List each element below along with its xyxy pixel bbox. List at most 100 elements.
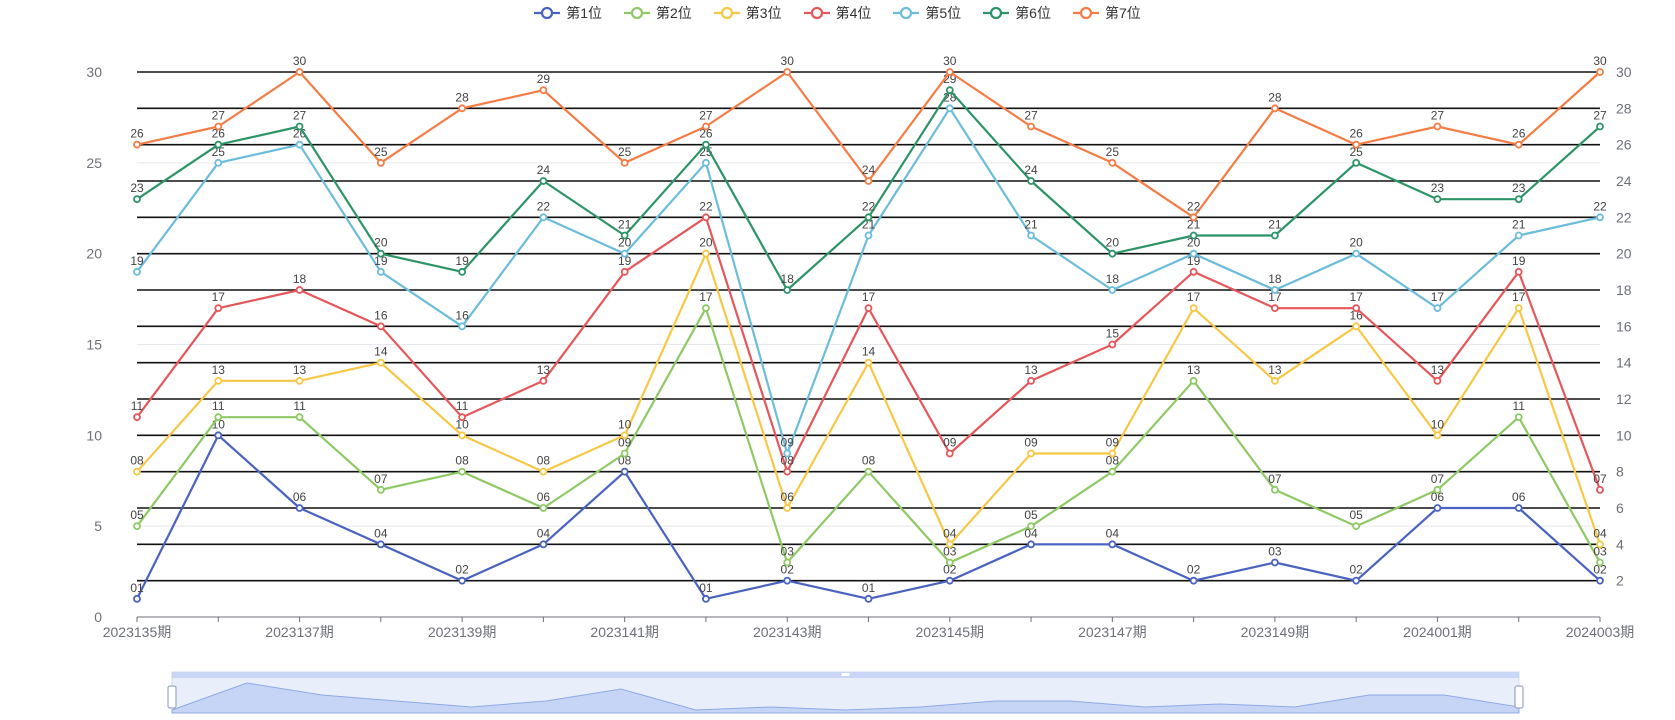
data-point bbox=[783, 467, 792, 476]
data-point bbox=[620, 431, 629, 440]
data-label: 01 bbox=[130, 581, 144, 595]
chart-legend: 第1位 第2位 第3位 第4位 第5位 第6位 第7位 bbox=[0, 3, 1675, 23]
legend-item-5[interactable]: 第5位 bbox=[893, 3, 961, 23]
data-label: 13 bbox=[212, 363, 226, 377]
y-right-tick-label: 18 bbox=[1616, 282, 1632, 298]
data-label: 01 bbox=[699, 581, 713, 595]
slider-overview-area bbox=[171, 682, 1520, 714]
data-label: 11 bbox=[1512, 399, 1525, 413]
data-label: 23 bbox=[1431, 181, 1445, 195]
data-point bbox=[1433, 304, 1442, 313]
y-left-tick-label: 15 bbox=[86, 337, 102, 353]
y-left-tick-label: 5 bbox=[94, 518, 102, 534]
legend-item-2[interactable]: 第2位 bbox=[624, 3, 692, 23]
data-label: 26 bbox=[1512, 127, 1526, 141]
data-point bbox=[702, 158, 710, 167]
data-point bbox=[783, 576, 792, 585]
data-point bbox=[783, 558, 792, 567]
data-point bbox=[1433, 431, 1442, 440]
y-right-tick-label: 2 bbox=[1616, 573, 1624, 589]
data-label: 04 bbox=[374, 526, 388, 540]
data-label: 27 bbox=[212, 109, 226, 123]
data-point bbox=[1270, 558, 1279, 567]
data-point bbox=[864, 358, 873, 367]
data-label: 09 bbox=[1106, 436, 1120, 450]
legend-item-3[interactable]: 第3位 bbox=[713, 3, 782, 23]
data-point bbox=[1270, 231, 1279, 240]
data-label: 21 bbox=[1187, 218, 1201, 232]
data-label: 20 bbox=[618, 236, 632, 250]
slider-handle-left[interactable] bbox=[167, 685, 177, 709]
data-point bbox=[1108, 340, 1117, 349]
data-label: 25 bbox=[212, 145, 226, 159]
data-label: 16 bbox=[374, 308, 388, 322]
data-label: 21 bbox=[1512, 218, 1526, 232]
data-point bbox=[539, 177, 548, 185]
data-point bbox=[1514, 231, 1523, 240]
data-label: 20 bbox=[699, 236, 713, 250]
data-point bbox=[539, 213, 548, 222]
data-point bbox=[1596, 485, 1604, 494]
slider-handle-right[interactable] bbox=[1514, 685, 1524, 709]
data-label: 25 bbox=[1106, 145, 1120, 159]
series-line-5 bbox=[136, 107, 1601, 455]
data-point bbox=[864, 594, 873, 603]
legend-line-circle-icon bbox=[893, 6, 920, 20]
legend-item-7[interactable]: 第7位 bbox=[1072, 3, 1141, 23]
y-right-tick-label: 24 bbox=[1616, 173, 1632, 189]
data-point bbox=[702, 213, 710, 222]
legend-item-6[interactable]: 第6位 bbox=[983, 3, 1051, 23]
data-point bbox=[458, 104, 467, 113]
data-label: 20 bbox=[1106, 236, 1120, 250]
y-right-tick-label: 10 bbox=[1616, 427, 1632, 443]
data-label: 19 bbox=[618, 254, 632, 268]
legend-item-4[interactable]: 第4位 bbox=[803, 3, 871, 23]
data-point bbox=[376, 358, 385, 367]
data-point bbox=[133, 140, 141, 149]
data-label: 14 bbox=[374, 345, 388, 359]
legend-item-1[interactable]: 第1位 bbox=[534, 3, 602, 23]
data-label: 08 bbox=[455, 454, 469, 468]
data-point bbox=[1352, 140, 1361, 149]
data-label: 06 bbox=[781, 490, 795, 504]
legend-label: 第2位 bbox=[656, 5, 692, 21]
data-label: 19 bbox=[130, 254, 144, 268]
data-label: 25 bbox=[1349, 145, 1363, 159]
data-label: 06 bbox=[1512, 490, 1526, 504]
data-point bbox=[214, 413, 223, 422]
slider-move-grip[interactable] bbox=[841, 673, 850, 676]
data-label: 27 bbox=[293, 109, 307, 123]
data-point bbox=[376, 322, 385, 331]
data-point bbox=[783, 504, 792, 512]
data-point bbox=[1108, 158, 1117, 167]
data-point bbox=[539, 467, 548, 476]
data-label: 23 bbox=[1512, 181, 1526, 195]
data-point bbox=[458, 322, 467, 331]
data-label: 10 bbox=[1431, 417, 1445, 431]
data-point bbox=[214, 140, 223, 149]
data-point bbox=[214, 376, 223, 385]
data-label: 27 bbox=[1431, 109, 1445, 123]
data-point bbox=[539, 376, 548, 385]
data-label: 16 bbox=[455, 308, 469, 322]
data-label: 04 bbox=[1593, 526, 1607, 540]
data-point bbox=[1352, 576, 1361, 585]
data-point bbox=[1108, 467, 1117, 476]
legend-label: 第7位 bbox=[1104, 5, 1141, 21]
data-point bbox=[864, 213, 873, 222]
data-point bbox=[1433, 122, 1442, 131]
data-point bbox=[376, 158, 385, 167]
data-label: 08 bbox=[618, 454, 632, 468]
data-label: 06 bbox=[537, 490, 551, 504]
data-point bbox=[1514, 413, 1523, 422]
data-point bbox=[620, 449, 629, 458]
data-point bbox=[620, 158, 629, 167]
data-point bbox=[458, 413, 467, 422]
data-point bbox=[783, 449, 792, 458]
y-right-tick-label: 22 bbox=[1616, 209, 1632, 225]
y-left-tick-label: 0 bbox=[94, 609, 102, 625]
data-point bbox=[295, 413, 304, 422]
data-label: 22 bbox=[862, 199, 876, 213]
data-label: 19 bbox=[1187, 254, 1201, 268]
data-point bbox=[945, 104, 954, 113]
